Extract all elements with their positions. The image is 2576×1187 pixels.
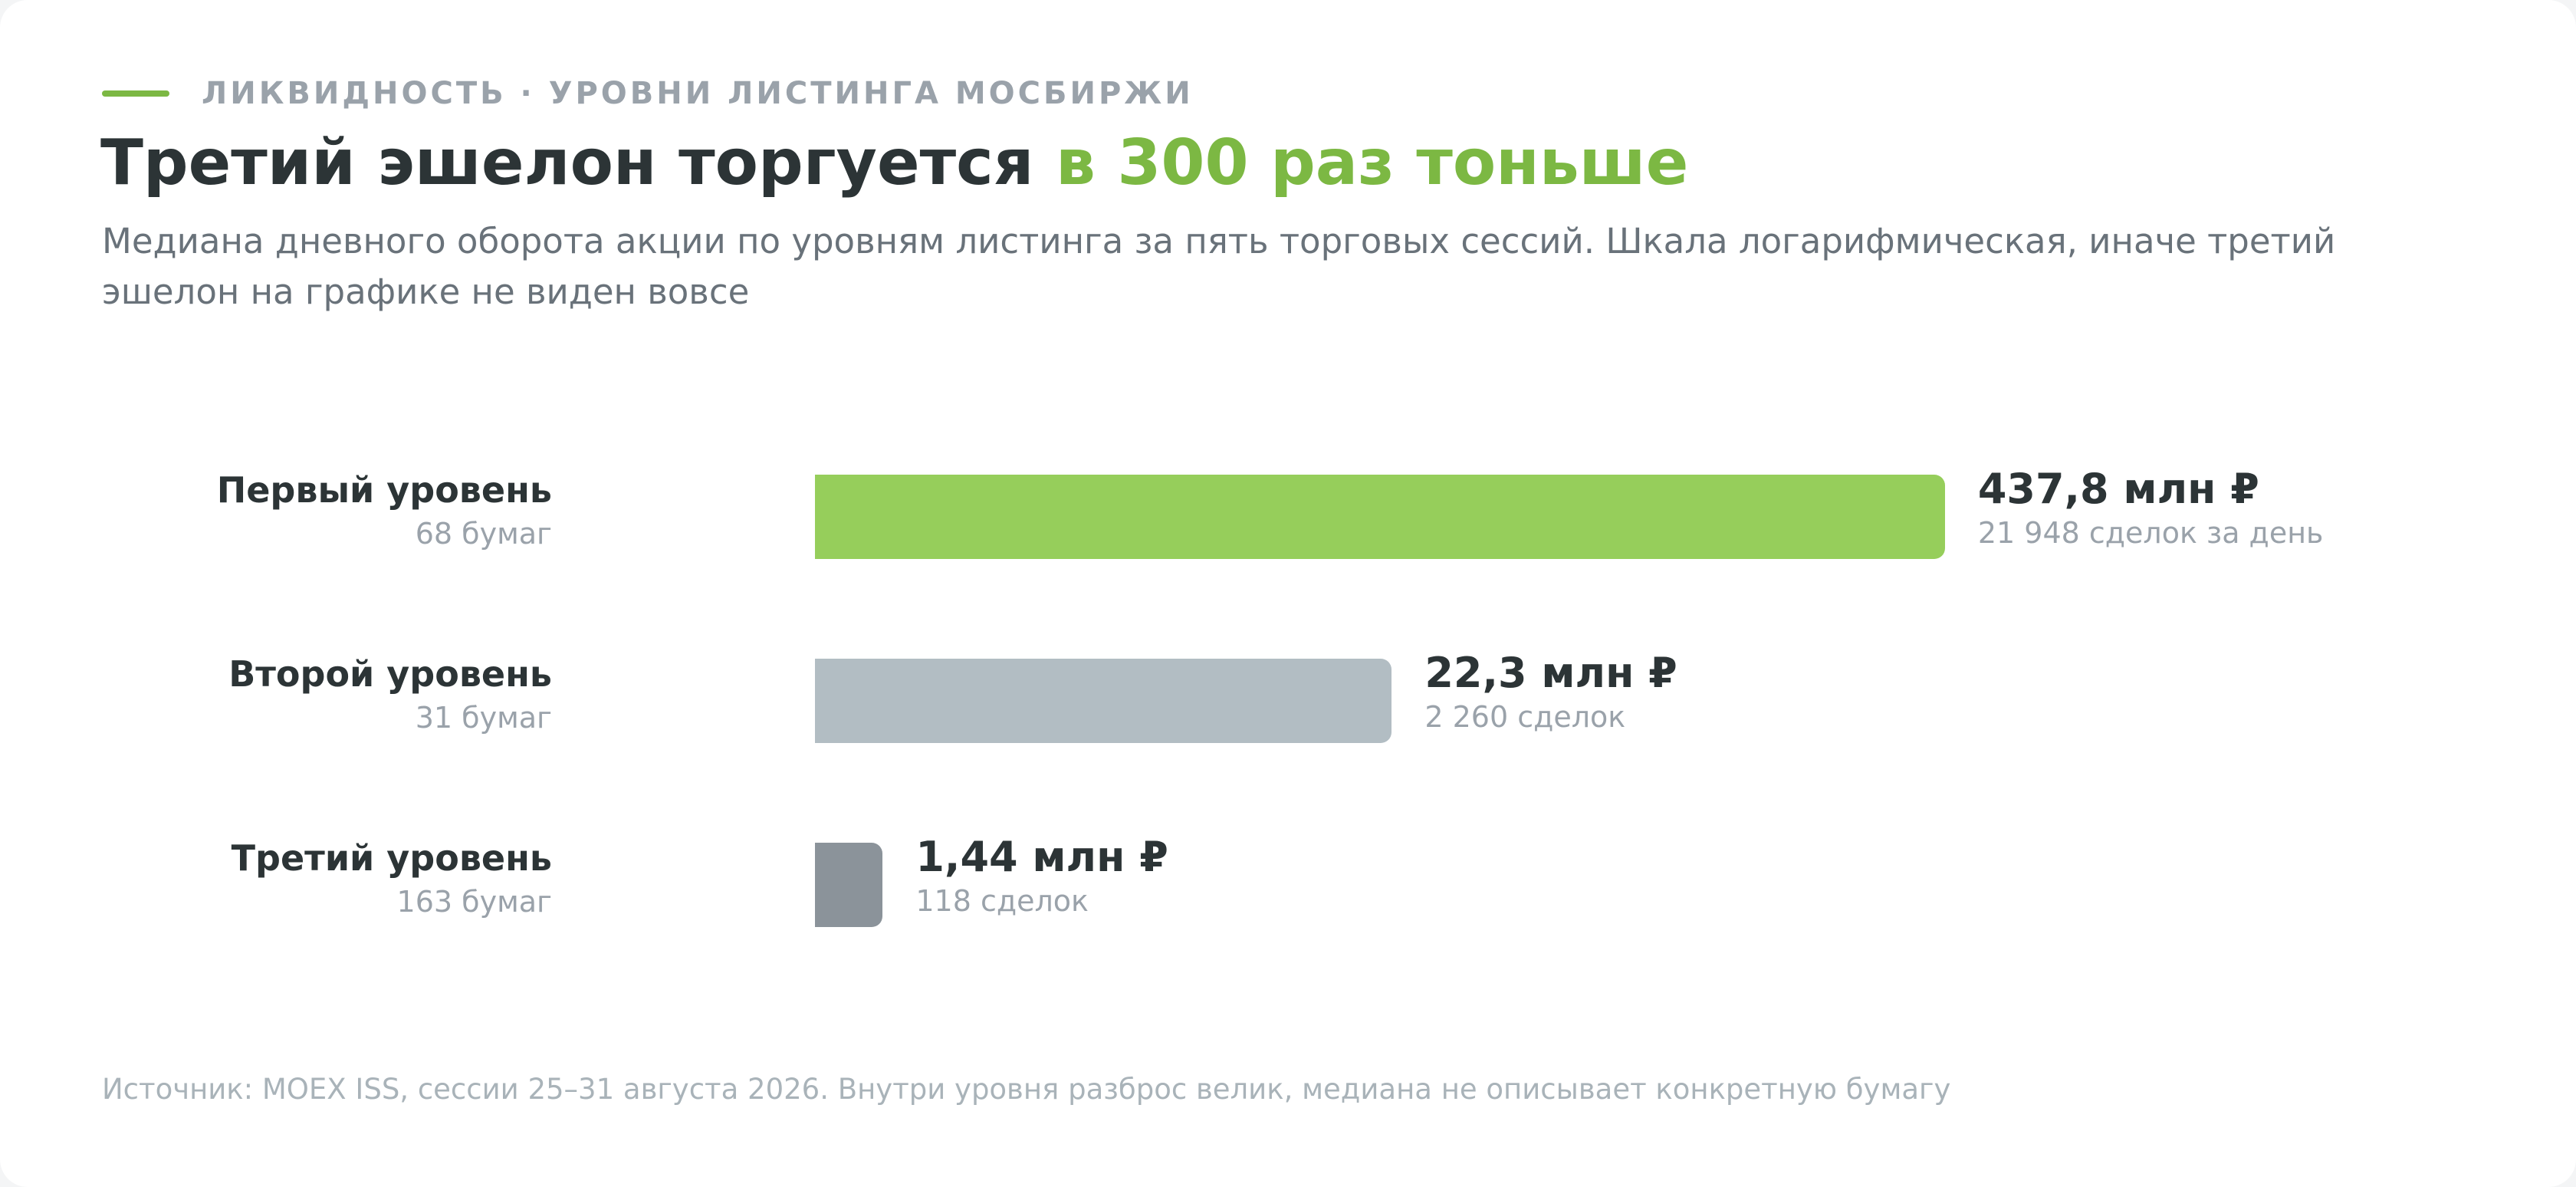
bar xyxy=(815,843,883,927)
source-note: Источник: MOEX ISS, сессии 25–31 августа… xyxy=(102,1073,1951,1106)
category-label: Второй уровень 31 бумаг xyxy=(228,653,552,737)
chart-title-main: Третий эшелон торгуется xyxy=(100,127,1056,199)
chart-title: Третий эшелон торгуется в 300 раз тоньше xyxy=(100,123,1688,204)
value-deals: 118 сделок xyxy=(915,884,1089,918)
category-name: Первый уровень xyxy=(216,469,552,511)
value-amount: 1,44 млн ₽ xyxy=(915,833,1168,881)
category-name: Третий уровень xyxy=(231,837,552,879)
category-label: Первый уровень 68 бумаг xyxy=(217,469,552,553)
kicker-accent-line xyxy=(102,90,169,97)
category-count: 163 бумаг xyxy=(396,885,552,919)
value-deals: 2 260 сделок xyxy=(1424,700,1626,734)
category-count: 31 бумаг xyxy=(415,701,552,735)
kicker: ЛИКВИДНОСТЬ · УРОВНИ ЛИСТИНГА МОСБИРЖИ xyxy=(102,73,1194,114)
category-name: Второй уровень xyxy=(228,653,552,695)
value-deals: 21 948 сделок за день xyxy=(1977,516,2324,550)
kicker-text: ЛИКВИДНОСТЬ · УРОВНИ ЛИСТИНГА МОСБИРЖИ xyxy=(202,76,1194,111)
value-label: 1,44 млн ₽118 сделок xyxy=(915,834,1168,919)
bar xyxy=(815,659,1392,743)
bar xyxy=(815,475,1945,559)
value-label: 22,3 млн ₽2 260 сделок xyxy=(1424,649,1677,735)
value-label: 437,8 млн ₽21 948 сделок за день xyxy=(1978,465,2324,551)
value-amount: 22,3 млн ₽ xyxy=(1424,649,1677,697)
chart-title-accent: в 300 раз тоньше xyxy=(1055,127,1689,199)
value-amount: 437,8 млн ₽ xyxy=(1977,465,2259,513)
category-label: Третий уровень 163 бумаг xyxy=(232,837,552,921)
chart-subtitle: Медиана дневного оборота акции по уровня… xyxy=(102,221,2336,312)
category-count: 68 бумаг xyxy=(415,517,552,551)
